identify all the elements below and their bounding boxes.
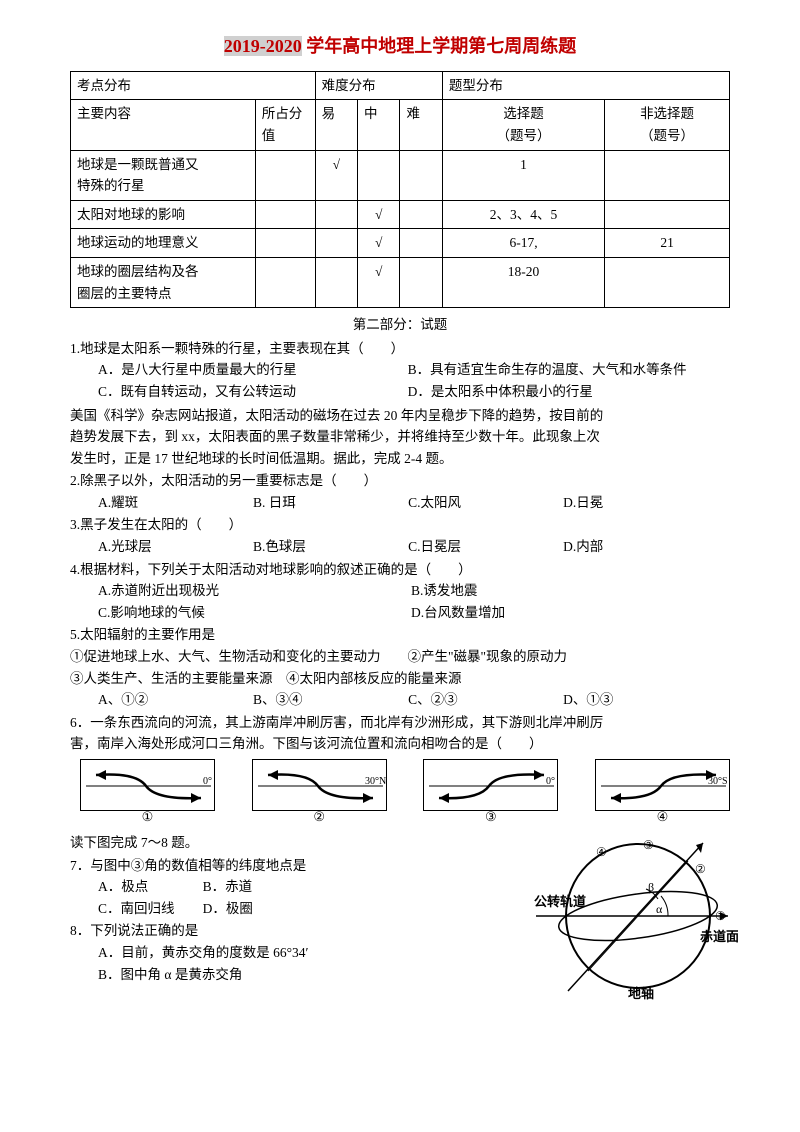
question-3: 3.黑子发生在太阳的（ ） A.光球层 B.色球层 C.日冕层 D.内部 bbox=[70, 514, 730, 557]
distribution-table: 考点分布 难度分布 题型分布 主要内容 所占分值 易 中 难 选择题（题号） 非… bbox=[70, 71, 730, 308]
q1-opt-b: B．具有适宜生命生存的温度、大气和水等条件 bbox=[408, 359, 718, 381]
river-num-3: ③ bbox=[485, 807, 497, 828]
title-rest: 学年高中地理上学期第七周周练题 bbox=[302, 36, 577, 56]
th-select: 选择题（题号） bbox=[442, 100, 604, 150]
svg-text:0°: 0° bbox=[203, 776, 212, 787]
table-row: 主要内容 所占分值 易 中 难 选择题（题号） 非选择题（题号） bbox=[71, 100, 730, 150]
q3-opt-b: B.色球层 bbox=[253, 536, 405, 558]
svg-text:②: ② bbox=[695, 862, 706, 876]
question-2: 2.除黑子以外，太阳活动的另一重要标志是（ ） A.耀斑 B. 日珥 C.太阳风… bbox=[70, 470, 730, 513]
q3-opt-c: C.日冕层 bbox=[408, 536, 560, 558]
q1-stem: 1.地球是太阳系一颗特殊的行星，主要表现在其（ ） bbox=[70, 338, 730, 360]
th-qtype: 题型分布 bbox=[442, 71, 729, 100]
table-row: 考点分布 难度分布 题型分布 bbox=[71, 71, 730, 100]
q1-opt-a: A．是八大行星中质量最大的行星 bbox=[98, 359, 408, 381]
page-title: 2019-2020 学年高中地理上学期第七周周练题 bbox=[70, 32, 730, 61]
q7-opt-b: B．赤道 bbox=[203, 876, 304, 898]
svg-text:③: ③ bbox=[643, 838, 654, 852]
table-row: 地球运动的地理意义 √ 6-17, 21 bbox=[71, 229, 730, 258]
q2-opt-b: B. 日珥 bbox=[253, 492, 405, 514]
section-2-label: 第二部分：试题 bbox=[70, 314, 730, 336]
question-7: 7．与图中③角的数值相等的纬度地点是 A．极点 B．赤道 C．南回归线 D．极圈 bbox=[70, 855, 520, 920]
q1-opt-c: C．既有自转运动，又有公转运动 bbox=[98, 381, 408, 403]
q2-stem: 2.除黑子以外，太阳活动的另一重要标志是（ ） bbox=[70, 470, 730, 492]
title-year: 2019-2020 bbox=[224, 36, 302, 56]
q3-opt-a: A.光球层 bbox=[98, 536, 250, 558]
th-score: 所占分值 bbox=[255, 100, 315, 150]
question-5: 5.太阳辐射的主要作用是 ①促进地球上水、大气、生物活动和变化的主要动力 ②产生… bbox=[70, 624, 730, 710]
q7-opt-d: D．极圈 bbox=[203, 898, 304, 920]
passage-1: 美国《科学》杂志网站报道，太阳活动的磁场在过去 20 年内呈稳步下降的趋势，按目… bbox=[70, 405, 730, 470]
q3-opt-d: D.内部 bbox=[563, 536, 715, 558]
table-row: 太阳对地球的影响 √ 2、3、4、5 bbox=[71, 200, 730, 229]
river-num-1: ① bbox=[142, 807, 154, 828]
river-num-4: ④ bbox=[657, 807, 669, 828]
q5-opt-d: D、①③ bbox=[563, 689, 715, 711]
q3-stem: 3.黑子发生在太阳的（ ） bbox=[70, 514, 730, 536]
th-exam-points: 考点分布 bbox=[71, 71, 316, 100]
svg-text:β: β bbox=[648, 880, 654, 894]
svg-text:④: ④ bbox=[596, 845, 607, 859]
th-main-content: 主要内容 bbox=[71, 100, 256, 150]
q4-stem: 4.根据材料，下列关于太阳活动对地球影响的叙述正确的是（ ） bbox=[70, 559, 730, 581]
q7-stem: 7．与图中③角的数值相等的纬度地点是 bbox=[70, 855, 520, 877]
svg-text:α: α bbox=[656, 902, 663, 916]
orbit-diagram: 公转轨道 地轴 赤道面 β α ① ② ③ ④ bbox=[520, 831, 730, 1001]
svg-text:30°N: 30°N bbox=[365, 776, 386, 787]
svg-text:公转轨道: 公转轨道 bbox=[534, 894, 586, 909]
question-6: 6．一条东西流向的河流，其上游南岸冲刷厉害，而北岸有沙洲形成，其下游则北岸冲刷厉… bbox=[70, 712, 730, 755]
th-easy: 易 bbox=[315, 100, 357, 150]
th-mid: 中 bbox=[358, 100, 400, 150]
th-hard: 难 bbox=[400, 100, 442, 150]
svg-text:0°: 0° bbox=[546, 776, 555, 787]
q8-opt-b: B．图中角 α 是黄赤交角 bbox=[98, 964, 242, 986]
q6-stem2: 害，南岸入海处形成河口三角洲。下图与该河流位置和流向相吻合的是（ ） bbox=[70, 733, 730, 755]
svg-text:地轴: 地轴 bbox=[628, 986, 654, 1001]
q7-opt-a: A．极点 bbox=[98, 876, 199, 898]
question-4: 4.根据材料，下列关于太阳活动对地球影响的叙述正确的是（ ） A.赤道附近出现极… bbox=[70, 559, 730, 624]
q5-line2: ③人类生产、生活的主要能量来源 ④太阳内部核反应的能量来源 bbox=[70, 668, 730, 690]
cell-topic: 地球是一颗既普通又特殊的行星 bbox=[71, 150, 256, 200]
q1-opt-d: D．是太阳系中体积最小的行星 bbox=[408, 381, 718, 403]
q2-opt-a: A.耀斑 bbox=[98, 492, 250, 514]
river-diagram-4: 30°S ④ bbox=[595, 759, 730, 811]
q5-line1: ①促进地球上水、大气、生物活动和变化的主要动力 ②产生"磁暴"现象的原动力 bbox=[70, 646, 730, 668]
q8-stem: 8．下列说法正确的是 bbox=[70, 920, 520, 942]
svg-text:赤道面: 赤道面 bbox=[700, 929, 738, 944]
th-nonselect: 非选择题（题号） bbox=[605, 100, 730, 150]
river-diagram-2: 30°N ② bbox=[252, 759, 387, 811]
question-1: 1.地球是太阳系一颗特殊的行星，主要表现在其（ ） A．是八大行星中质量最大的行… bbox=[70, 338, 730, 403]
pre-q78: 读下图完成 7～8 题。 bbox=[70, 832, 520, 854]
q4-opt-c: C.影响地球的气候 bbox=[98, 602, 408, 624]
q4-opt-d: D.台风数量增加 bbox=[411, 602, 721, 624]
svg-text:30°S: 30°S bbox=[708, 776, 728, 787]
table-row: 地球是一颗既普通又特殊的行星 √ 1 bbox=[71, 150, 730, 200]
river-diagram-1: 0° ① bbox=[80, 759, 215, 811]
river-num-2: ② bbox=[313, 807, 325, 828]
q8-opt-a: A．目前，黄赤交角的度数是 66°34′ bbox=[98, 942, 308, 964]
q2-opt-c: C.太阳风 bbox=[408, 492, 560, 514]
q4-opt-b: B.诱发地震 bbox=[411, 580, 721, 602]
q4-opt-a: A.赤道附近出现极光 bbox=[98, 580, 408, 602]
q7-opt-c: C．南回归线 bbox=[98, 898, 199, 920]
river-diagrams: 0° ① 30°N ② 0° ③ 30°S ④ bbox=[80, 759, 730, 811]
river-diagram-3: 0° ③ bbox=[423, 759, 558, 811]
q5-opt-a: A、①② bbox=[98, 689, 250, 711]
q5-stem: 5.太阳辐射的主要作用是 bbox=[70, 624, 730, 646]
q6-stem1: 6．一条东西流向的河流，其上游南岸冲刷厉害，而北岸有沙洲形成，其下游则北岸冲刷厉 bbox=[70, 712, 730, 734]
th-difficulty: 难度分布 bbox=[315, 71, 442, 100]
q5-opt-b: B、③④ bbox=[253, 689, 405, 711]
q2-opt-d: D.日冕 bbox=[563, 492, 715, 514]
table-row: 地球的圈层结构及各圈层的主要特点 √ 18-20 bbox=[71, 257, 730, 307]
question-8: 8．下列说法正确的是 A．目前，黄赤交角的度数是 66°34′ B．图中角 α … bbox=[70, 920, 520, 985]
q5-opt-c: C、②③ bbox=[408, 689, 560, 711]
